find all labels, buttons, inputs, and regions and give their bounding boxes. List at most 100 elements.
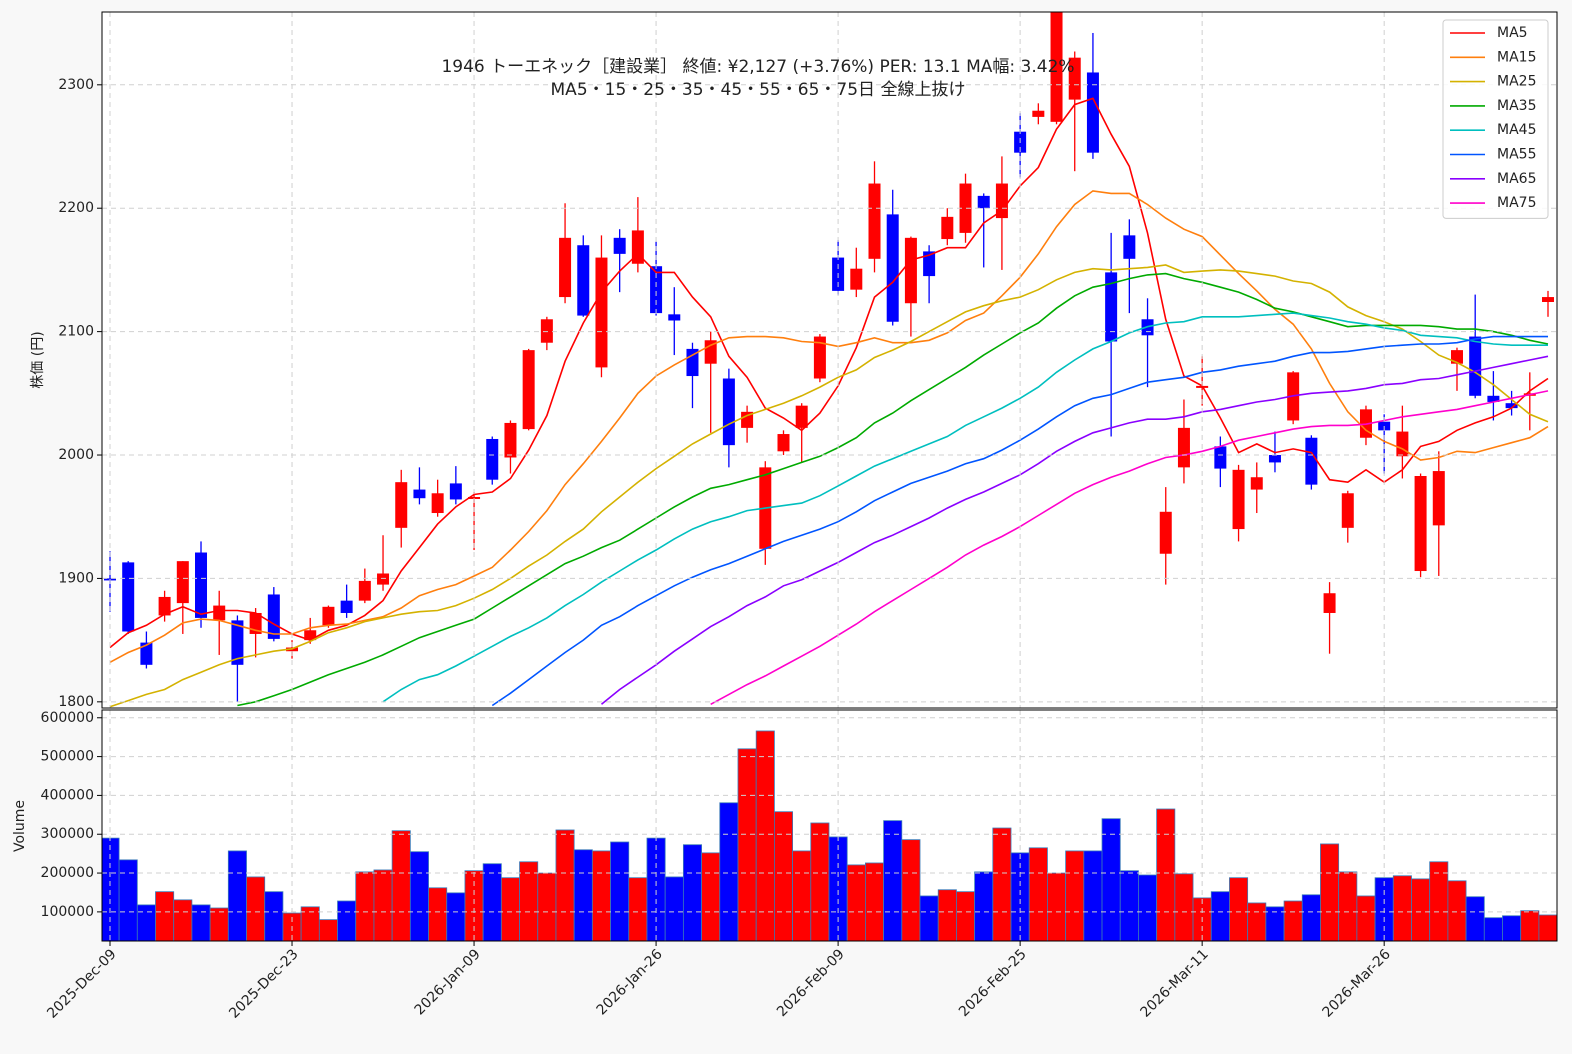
legend-label: MA25 bbox=[1497, 74, 1536, 90]
volume-bar bbox=[191, 904, 211, 941]
volume-bar bbox=[391, 830, 411, 941]
candle-body bbox=[158, 596, 171, 616]
candle-body bbox=[449, 483, 462, 500]
legend-label: MA65 bbox=[1497, 171, 1536, 187]
volume-bar bbox=[1047, 872, 1067, 941]
ma-line bbox=[600, 355, 1549, 705]
volume-bar bbox=[1338, 871, 1358, 941]
volume-bar bbox=[227, 850, 247, 941]
candle-body bbox=[650, 266, 663, 314]
candle-body bbox=[1414, 476, 1427, 572]
x-tick-label: 2025-Dec-09 bbox=[44, 946, 119, 1021]
legend-box bbox=[1442, 19, 1549, 219]
candle-body bbox=[904, 237, 917, 304]
candle-body bbox=[176, 561, 189, 604]
volume-bar bbox=[1502, 915, 1522, 941]
candle-body bbox=[1050, 12, 1063, 122]
volume-bar bbox=[1483, 917, 1503, 941]
candle-body bbox=[795, 405, 808, 428]
candle-body bbox=[1068, 57, 1081, 100]
y-tick-label: 2000 bbox=[58, 447, 94, 463]
legend-label: MA45 bbox=[1497, 122, 1536, 138]
volume-bar bbox=[1465, 896, 1485, 941]
candle-body bbox=[213, 605, 226, 621]
candle-body bbox=[1396, 431, 1409, 457]
candle-body bbox=[741, 411, 754, 428]
candle-body bbox=[195, 552, 208, 618]
y-tick-label: 2200 bbox=[58, 200, 94, 216]
legend-label: MA35 bbox=[1497, 98, 1536, 114]
candle-body bbox=[923, 251, 936, 277]
candle-body bbox=[941, 216, 954, 240]
volume-bar bbox=[337, 900, 357, 941]
volume-bar bbox=[628, 877, 648, 941]
volume-bar bbox=[646, 837, 666, 941]
y-tick-label: 1800 bbox=[58, 694, 94, 710]
chart-subtitle: MA5・15・25・35・45・55・65・75日 全線上抜け bbox=[551, 80, 966, 100]
volume-bar bbox=[664, 876, 684, 941]
candle-body bbox=[1542, 297, 1554, 302]
candle-body bbox=[813, 336, 826, 379]
candle-body bbox=[522, 350, 535, 430]
candle-body bbox=[322, 606, 335, 626]
volume-bar bbox=[1392, 875, 1412, 941]
ma-line bbox=[109, 264, 1549, 708]
volume-bar bbox=[409, 851, 429, 941]
volume-bar bbox=[1247, 902, 1267, 941]
volume-bar bbox=[428, 887, 448, 941]
volume-bar bbox=[755, 730, 775, 941]
volume-bar bbox=[573, 849, 593, 941]
candle-body bbox=[613, 237, 626, 254]
volume-bar bbox=[136, 904, 156, 941]
volume-bar bbox=[719, 802, 739, 941]
candle-body bbox=[358, 580, 371, 601]
volume-bar bbox=[155, 891, 175, 941]
volume-bar bbox=[482, 863, 502, 941]
candle-body bbox=[468, 496, 481, 499]
y-tick-label: 200000 bbox=[41, 865, 94, 881]
candle-body bbox=[231, 620, 244, 665]
candle-body bbox=[1268, 455, 1281, 463]
y-tick-label: 500000 bbox=[41, 749, 94, 765]
candle-body bbox=[395, 482, 408, 528]
candle-body bbox=[1032, 110, 1045, 117]
volume-bar bbox=[591, 850, 611, 941]
volume-bar bbox=[1411, 878, 1431, 941]
chart-title: 1946 トーエネック［建設業］ 終値: ¥2,127 (+3.76%) PER… bbox=[441, 57, 1074, 77]
volume-bar bbox=[992, 827, 1012, 941]
volume-bar bbox=[682, 844, 702, 941]
volume-bar bbox=[1138, 874, 1158, 941]
volume-bar bbox=[919, 895, 939, 941]
candle-body bbox=[267, 594, 280, 639]
candle-body bbox=[995, 183, 1008, 219]
volume-bar bbox=[1538, 914, 1557, 941]
x-tick-label: 2026-Feb-09 bbox=[774, 946, 848, 1020]
volume-bar bbox=[610, 841, 630, 941]
candle-body bbox=[1232, 469, 1245, 530]
volume-bar bbox=[773, 811, 793, 941]
price-plot-area bbox=[102, 12, 1557, 708]
candle-body bbox=[1505, 403, 1518, 409]
volume-bar bbox=[937, 889, 957, 941]
volume-bar bbox=[173, 899, 193, 941]
candle-body bbox=[340, 600, 353, 613]
legend-label: MA75 bbox=[1497, 195, 1536, 211]
candle-body bbox=[122, 562, 135, 632]
candle-body bbox=[686, 348, 699, 377]
y-tick-label: 2100 bbox=[58, 324, 94, 340]
ma-line bbox=[491, 335, 1548, 707]
y-tick-label: 400000 bbox=[41, 787, 94, 803]
candle-body bbox=[959, 183, 972, 233]
volume-bar bbox=[1301, 894, 1321, 941]
legend-label: MA5 bbox=[1497, 25, 1528, 41]
candle-body bbox=[668, 314, 681, 321]
candle-body bbox=[1123, 235, 1136, 259]
volume-bar bbox=[318, 919, 338, 941]
volume-bar bbox=[1229, 877, 1249, 941]
candle-body bbox=[777, 434, 790, 452]
y-tick-label: 300000 bbox=[41, 826, 94, 842]
candle-body bbox=[1469, 336, 1482, 396]
volume-bar bbox=[1065, 850, 1085, 941]
volume-bar bbox=[1320, 843, 1340, 941]
